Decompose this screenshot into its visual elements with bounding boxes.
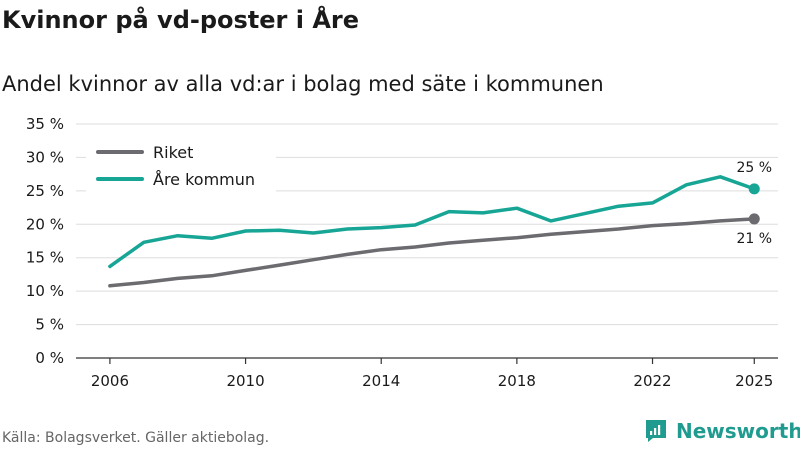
x-tick-label: 2022 — [633, 372, 671, 390]
series-line-0 — [108, 217, 757, 288]
y-tick-label: 35 % — [26, 115, 64, 133]
legend-background — [86, 136, 276, 194]
y-tick-label: 30 % — [26, 148, 64, 166]
page-title: Kvinnor på vd-poster i Åre — [2, 6, 359, 34]
legend-label-1: Åre kommun — [153, 170, 255, 189]
series-endpoint-0 — [748, 213, 760, 225]
series-end-label-1: 25 % — [736, 160, 772, 176]
series-endpoint-1 — [748, 183, 760, 195]
x-tick-label: 2006 — [91, 372, 129, 390]
series-end-label-0: 21 % — [736, 231, 772, 247]
y-tick-label: 10 % — [26, 282, 64, 300]
y-tick-label: 0 % — [35, 349, 64, 367]
page-subtitle: Andel kvinnor av alla vd:ar i bolag med … — [2, 72, 604, 96]
x-tick-label: 2025 — [735, 372, 773, 390]
x-tick-label: 2018 — [498, 372, 536, 390]
brand-logo: Newsworthy — [644, 419, 800, 443]
y-tick-label: 15 % — [26, 249, 64, 267]
brand-name: Newsworthy — [676, 419, 800, 443]
legend-label-0: Riket — [153, 143, 193, 162]
newsworthy-logo-icon — [646, 420, 666, 442]
source-note: Källa: Bolagsverket. Gäller aktiebolag. — [2, 430, 270, 446]
y-tick-label: 20 % — [26, 215, 64, 233]
x-tick-label: 2014 — [362, 372, 400, 390]
y-tick-label: 25 % — [26, 182, 64, 200]
y-tick-label: 5 % — [35, 316, 64, 334]
x-tick-label: 2010 — [226, 372, 264, 390]
series-line-1 — [108, 175, 757, 269]
